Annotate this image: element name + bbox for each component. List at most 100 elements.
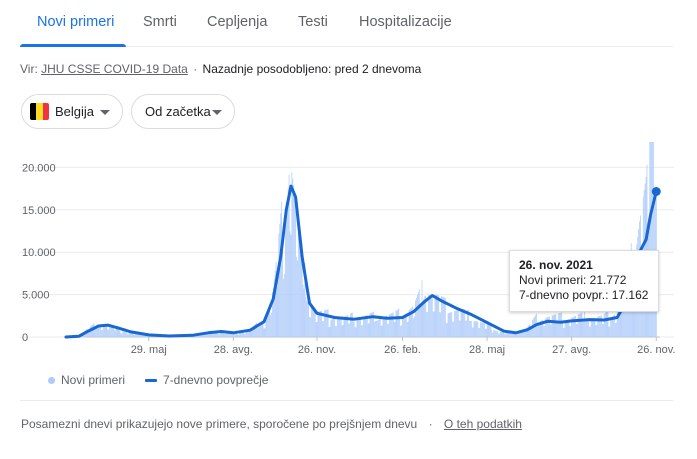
bar [326,309,328,337]
bar [529,323,531,337]
bar [270,315,271,337]
about-data-link[interactable]: O teh podatkih [443,417,522,431]
tab-smrti[interactable]: Smrti [143,14,177,30]
bar [370,313,372,337]
bar [345,316,347,337]
tab-testi[interactable]: Testi [298,14,328,30]
bar [603,313,605,337]
bar [402,316,403,337]
bar [116,326,118,337]
bar [628,288,630,337]
bar [578,313,580,337]
bar [390,313,392,337]
bar [553,314,555,337]
bar [481,322,482,337]
bar [250,331,252,337]
bar [460,309,462,337]
bar [510,333,512,337]
bar [112,324,113,337]
bar [198,335,200,337]
bar [132,332,134,337]
bar [233,331,235,337]
cases-chart[interactable]: 20.000 15.000 10.000 5.000 0 29. maj 28. avg.… [0,134,697,364]
bar [135,333,137,337]
bar [304,263,306,337]
bar [582,321,584,337]
bar [271,312,272,337]
bar [110,324,111,337]
bar [465,320,467,337]
tab-cepljenja[interactable]: Cepljenja [207,14,268,30]
bar [301,243,303,337]
bar [436,294,438,337]
bar [518,333,520,337]
bar [258,326,260,337]
bar [244,333,245,337]
bar [363,316,364,337]
bar [284,273,285,337]
bar [342,325,344,337]
bar [348,323,349,337]
footer-note: Posamezni dnevi prikazujejo nove primere… [21,417,418,431]
bar [470,320,472,337]
bar [274,270,276,337]
bar [601,315,602,337]
y-tick-label: 10.000 [22,247,56,259]
bar [379,318,381,337]
bar [312,307,314,337]
bar [425,295,427,337]
country-dropdown[interactable]: Belgija [21,94,123,129]
bar [380,325,382,337]
bar [426,312,428,337]
bar [498,333,500,337]
bar [138,333,139,337]
bar [145,335,147,337]
bar [140,334,142,337]
source-prefix: Vir: [20,62,42,76]
y-tick-label: 20.000 [22,162,56,174]
bar [482,322,483,337]
bar [508,331,509,337]
bar [237,334,239,337]
bar [515,333,517,337]
bar [298,216,299,337]
bar [315,322,317,337]
bar [107,329,109,337]
bar [424,296,426,337]
bar [102,324,104,337]
x-tick-label: 26. nov. [637,344,675,356]
bar [422,300,424,337]
range-dropdown[interactable]: Od začetka [131,94,235,129]
bar [219,332,221,337]
source-link[interactable]: JHU CSSE COVID-19 Data [41,62,188,76]
bar [583,321,585,337]
bar [389,314,390,337]
bar [216,332,217,337]
bar [222,332,224,337]
bar [299,231,301,337]
bar [395,310,397,337]
bar [245,333,246,337]
bar [313,309,315,337]
bar [574,316,575,337]
bar [577,314,579,337]
bar [479,328,481,337]
bar [569,326,571,337]
bar [474,321,476,337]
bar [461,308,463,337]
tab-hospitalizacije[interactable]: Hospitalizacije [359,14,452,30]
bar [97,327,98,337]
bar [378,319,380,337]
bar [317,311,319,337]
bar [651,142,653,337]
bar [323,320,324,337]
bar [319,311,321,337]
bar [226,332,228,337]
bar [555,314,557,337]
bar [394,321,396,337]
bar [575,315,576,337]
tab-novi-primeri[interactable]: Novi primeri [37,14,115,30]
bar [501,331,503,337]
bar [486,323,488,337]
bar [260,325,262,337]
